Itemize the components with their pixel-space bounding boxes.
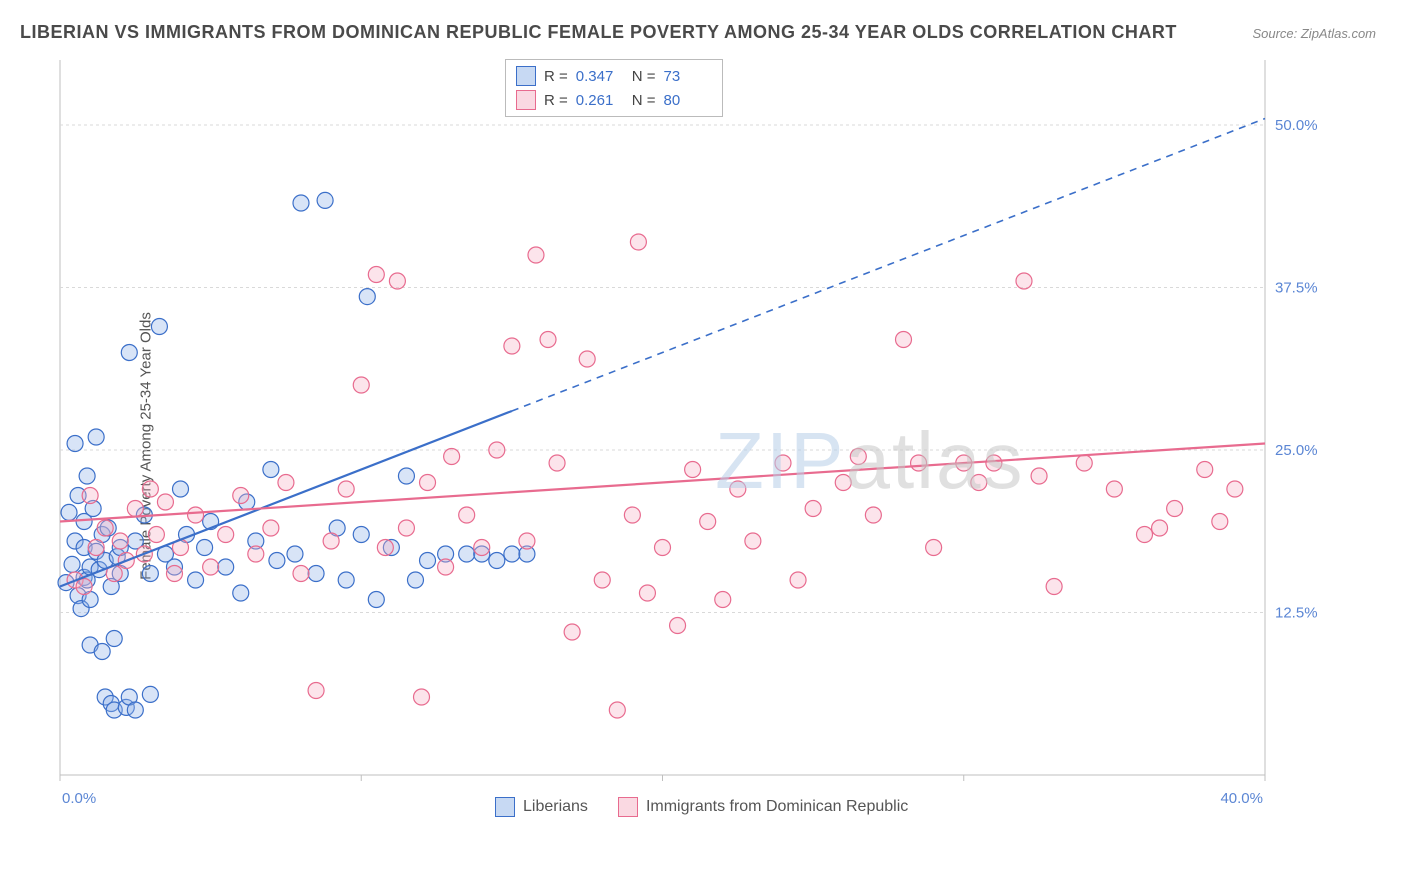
svg-text:25.0%: 25.0% — [1275, 442, 1318, 459]
correlation-legend: R = 0.347 N = 73 R = 0.261 N = 80 — [505, 59, 723, 117]
legend-label-dominicans: Immigrants from Dominican Republic — [646, 798, 908, 816]
scatter-plot: 12.5%25.0%37.5%50.0%0.0%40.0% ZIPatlas R… — [55, 55, 1345, 825]
legend-n-label: N = — [632, 68, 656, 85]
legend-item-dominicans: Immigrants from Dominican Republic — [618, 797, 908, 817]
legend-r-label: R = — [544, 92, 568, 109]
legend-n-value-liberians: 73 — [664, 68, 712, 85]
chart-title: LIBERIAN VS IMMIGRANTS FROM DOMINICAN RE… — [20, 22, 1177, 43]
legend-r-value-dominicans: 0.261 — [576, 92, 624, 109]
svg-text:50.0%: 50.0% — [1275, 117, 1318, 134]
series-legend: Liberians Immigrants from Dominican Repub… — [495, 797, 908, 817]
legend-r-label: R = — [544, 68, 568, 85]
source-attribution: Source: ZipAtlas.com — [1252, 26, 1376, 41]
svg-text:12.5%: 12.5% — [1275, 605, 1318, 622]
svg-text:0.0%: 0.0% — [62, 790, 96, 807]
svg-text:40.0%: 40.0% — [1220, 790, 1263, 807]
legend-swatch-dominicans — [618, 797, 638, 817]
svg-text:37.5%: 37.5% — [1275, 280, 1318, 297]
legend-item-liberians: Liberians — [495, 797, 588, 817]
legend-swatch-liberians — [495, 797, 515, 817]
legend-row-dominicans: R = 0.261 N = 80 — [516, 88, 712, 112]
legend-swatch-dominicans — [516, 90, 536, 110]
legend-n-label: N = — [632, 92, 656, 109]
legend-n-value-dominicans: 80 — [664, 92, 712, 109]
legend-swatch-liberians — [516, 66, 536, 86]
legend-label-liberians: Liberians — [523, 798, 588, 816]
plot-svg: 12.5% 25.0% 37.5% 50.0% 0.0% 40.0% — [55, 55, 1345, 825]
legend-r-value-liberians: 0.347 — [576, 68, 624, 85]
legend-row-liberians: R = 0.347 N = 73 — [516, 64, 712, 88]
